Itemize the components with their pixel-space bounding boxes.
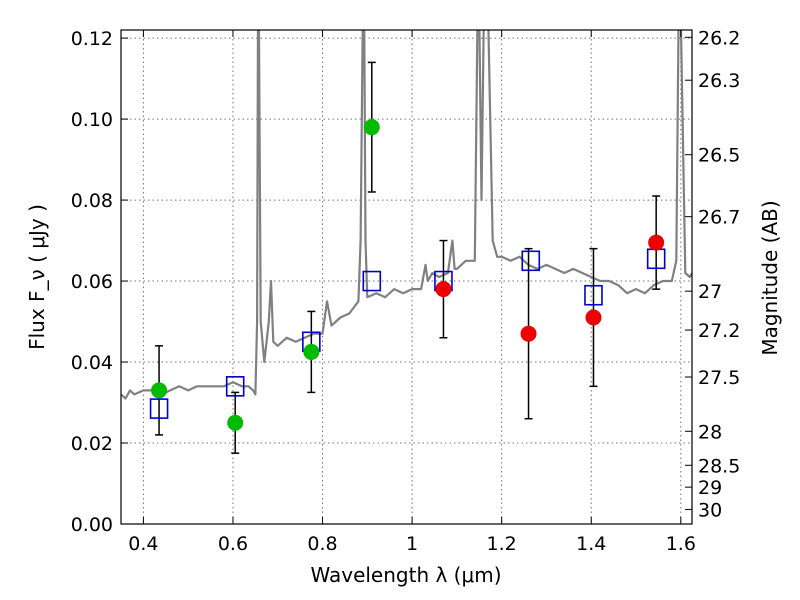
magnitude-tick-label: 27 — [698, 281, 722, 303]
y-tick-label: 0.04 — [71, 352, 113, 374]
model-square-point — [521, 250, 541, 272]
magnitude-tick-label: 26.7 — [698, 207, 740, 229]
spectrum-line — [121, 30, 692, 400]
y-tick-label: 0.00 — [71, 514, 113, 536]
y-axis-title: Flux F_ν ( μJy ) — [25, 204, 49, 350]
model-square-point — [584, 284, 603, 306]
plot-frame — [120, 29, 693, 525]
magnitude-tick-label: 27.2 — [698, 320, 740, 342]
x-tick-label: 1.4 — [576, 533, 606, 555]
magnitude-tick-label: 28.5 — [698, 455, 740, 477]
x-tick-label: 0.4 — [128, 533, 158, 555]
x-tick-label: 0.6 — [218, 533, 248, 555]
y-tick-label: 0.08 — [71, 190, 113, 212]
red-data-point — [435, 281, 452, 298]
green-data-point — [227, 414, 244, 431]
red-data-point — [648, 234, 665, 251]
magnitude-tick-label: 29 — [698, 477, 722, 499]
ticks-layer: 0.4 0.6 0.8 1 1.2 1.4 1.6 0.00 0.02 0.04 0.06 0.08 0… — [71, 27, 741, 555]
magnitude-tick-label: 26.3 — [698, 70, 740, 92]
x-tick-label: 1 — [406, 533, 418, 555]
green-data-point — [151, 382, 168, 399]
y-tick-label: 0.06 — [71, 271, 113, 293]
x-tick-label: 0.8 — [307, 533, 337, 555]
magnitude-tick-label: 26.2 — [698, 27, 740, 49]
model-square-point — [225, 376, 245, 397]
y-tick-label: 0.12 — [71, 28, 113, 50]
magnitude-tick-label: 28 — [698, 421, 722, 443]
model-square-point — [149, 398, 169, 419]
magnitude-tick-label: 30 — [698, 499, 722, 521]
y-tick-label: 0.10 — [71, 109, 113, 131]
magnitude-tick-label: 27.5 — [698, 367, 740, 389]
model-square-point — [362, 270, 382, 292]
x-tick-label: 1.2 — [487, 533, 517, 555]
red-data-point — [520, 325, 537, 342]
plot-area — [121, 30, 692, 454]
grid-layer — [121, 30, 692, 524]
x-tick-label: 1.6 — [666, 533, 696, 555]
x-axis-title: Wavelength λ (μm) — [310, 563, 501, 587]
magnitude-tick-label: 26.5 — [698, 145, 740, 167]
green-data-point — [363, 119, 380, 136]
red-data-point — [585, 309, 602, 326]
y-axis-right-title: Magnitude (AB) — [758, 200, 782, 355]
y-tick-label: 0.02 — [71, 433, 113, 455]
green-data-point — [303, 343, 320, 360]
